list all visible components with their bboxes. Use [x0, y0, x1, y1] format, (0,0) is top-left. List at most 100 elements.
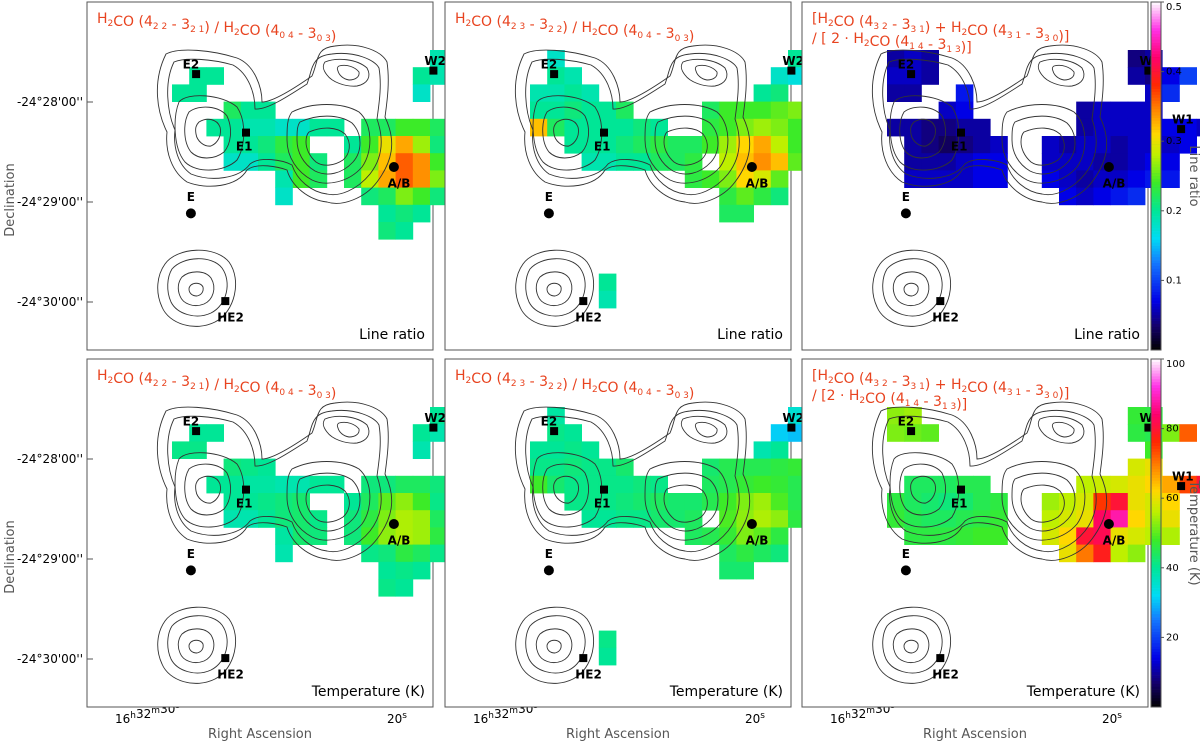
colorbar-tick-label: 40: [1166, 563, 1179, 574]
map-cell: [1110, 475, 1129, 494]
source-label: E: [902, 190, 910, 204]
map-cell: [547, 475, 565, 494]
colorbar-step: [1151, 643, 1161, 647]
contour-line: [532, 452, 603, 528]
panel-kind-label: Temperature (K): [669, 684, 783, 700]
map-cell: [904, 136, 922, 154]
contour-line: [157, 606, 237, 684]
source-marker-W2: [429, 66, 438, 75]
contour-line: [305, 127, 350, 166]
source-label: E1: [236, 496, 253, 510]
colorbar-step: [1151, 292, 1161, 296]
map-cell: [753, 187, 772, 206]
colorbar-step: [1151, 472, 1161, 476]
contour-line: [157, 249, 237, 327]
map-cell: [753, 101, 772, 120]
map-cell: [719, 118, 737, 137]
map-cell: [1076, 544, 1094, 563]
map-cell: [1110, 493, 1129, 511]
map-cell: [921, 475, 939, 494]
map-cell: [788, 118, 806, 137]
colorbar-step: [1151, 646, 1161, 650]
map-cell: [309, 475, 328, 494]
map-cell: [1127, 170, 1146, 188]
colorbar-step: [1151, 376, 1161, 380]
colorbar-step: [1151, 620, 1161, 624]
source-marker-E2: [907, 427, 916, 436]
map-cell: [955, 136, 974, 154]
map-cell: [788, 475, 806, 494]
map-cell: [275, 170, 293, 188]
colorbar-tick-label: 0.2: [1166, 206, 1182, 217]
map-cell: [1110, 544, 1129, 563]
map-cell: [430, 187, 448, 206]
contour-line: [553, 118, 579, 147]
map-cell: [412, 204, 431, 223]
map-cell: [309, 153, 328, 171]
source-label: HE2: [575, 311, 602, 325]
colorbar-step: [1151, 89, 1161, 93]
map-cell: [275, 527, 293, 545]
map-cell: [430, 170, 448, 188]
map-cell: [1127, 527, 1146, 545]
colorbar-step: [1151, 625, 1161, 629]
colorbar-step: [1151, 207, 1161, 212]
colorbar-step: [1151, 489, 1161, 493]
colorbar-step: [1151, 65, 1161, 69]
map-cell: [788, 493, 806, 511]
map-cell: [1127, 187, 1146, 206]
source-label: W2: [424, 411, 446, 425]
contour-line: [515, 249, 595, 327]
contour-line: [184, 463, 231, 516]
colorbar-step: [1151, 120, 1161, 125]
colorbar-step: [1151, 289, 1161, 293]
colorbar-step: [1151, 112, 1161, 116]
colorbar-step: [1151, 582, 1161, 586]
map-cell: [326, 475, 345, 494]
colorbar-step: [1151, 411, 1161, 415]
colorbar-step: [1151, 25, 1161, 29]
colorbar-step: [1151, 178, 1161, 183]
map-cell: [275, 544, 293, 563]
colorbar-step: [1151, 515, 1161, 519]
colorbar-step: [1151, 91, 1161, 96]
colorbar-step: [1151, 460, 1161, 464]
map-cell: [598, 458, 617, 477]
map-cell: [955, 170, 974, 188]
map-cell: [1162, 527, 1180, 545]
map-cell: [990, 527, 1008, 545]
map-cell: [973, 510, 991, 528]
panel-title-line1: [H2CO (43 2 - 33 1) + H2CO (43 1 - 33 0)…: [812, 11, 1069, 45]
map-cell: [1093, 187, 1111, 206]
map-cell: [736, 527, 754, 545]
contour-line: [1011, 472, 1076, 532]
map-cell: [395, 187, 414, 206]
contour-line: [1001, 104, 1086, 184]
colorbar-step: [1151, 225, 1161, 229]
contour-line: [184, 106, 231, 159]
colorbar-step: [1151, 364, 1161, 368]
colorbar-step: [1151, 393, 1161, 397]
colorbar-step: [1151, 265, 1161, 270]
map-cell: [206, 424, 224, 442]
source-marker-E: [543, 565, 554, 576]
map-cell: [633, 493, 651, 511]
map-cell: [753, 527, 772, 545]
map-cell: [530, 458, 548, 477]
map-cell: [770, 544, 789, 563]
map-cell: [430, 527, 448, 545]
map-cell: [547, 458, 565, 477]
colorbar-step: [1151, 596, 1161, 600]
colorbar-step: [1151, 51, 1161, 55]
colorbar-tick-label: 0.1: [1166, 275, 1182, 286]
colorbar-step: [1151, 640, 1161, 644]
map-cell: [395, 153, 414, 171]
colorbar-step: [1151, 97, 1161, 101]
map-cell: [309, 527, 328, 545]
map-cell: [616, 118, 634, 137]
contour-line: [1037, 58, 1085, 87]
colorbar-step: [1151, 62, 1161, 67]
